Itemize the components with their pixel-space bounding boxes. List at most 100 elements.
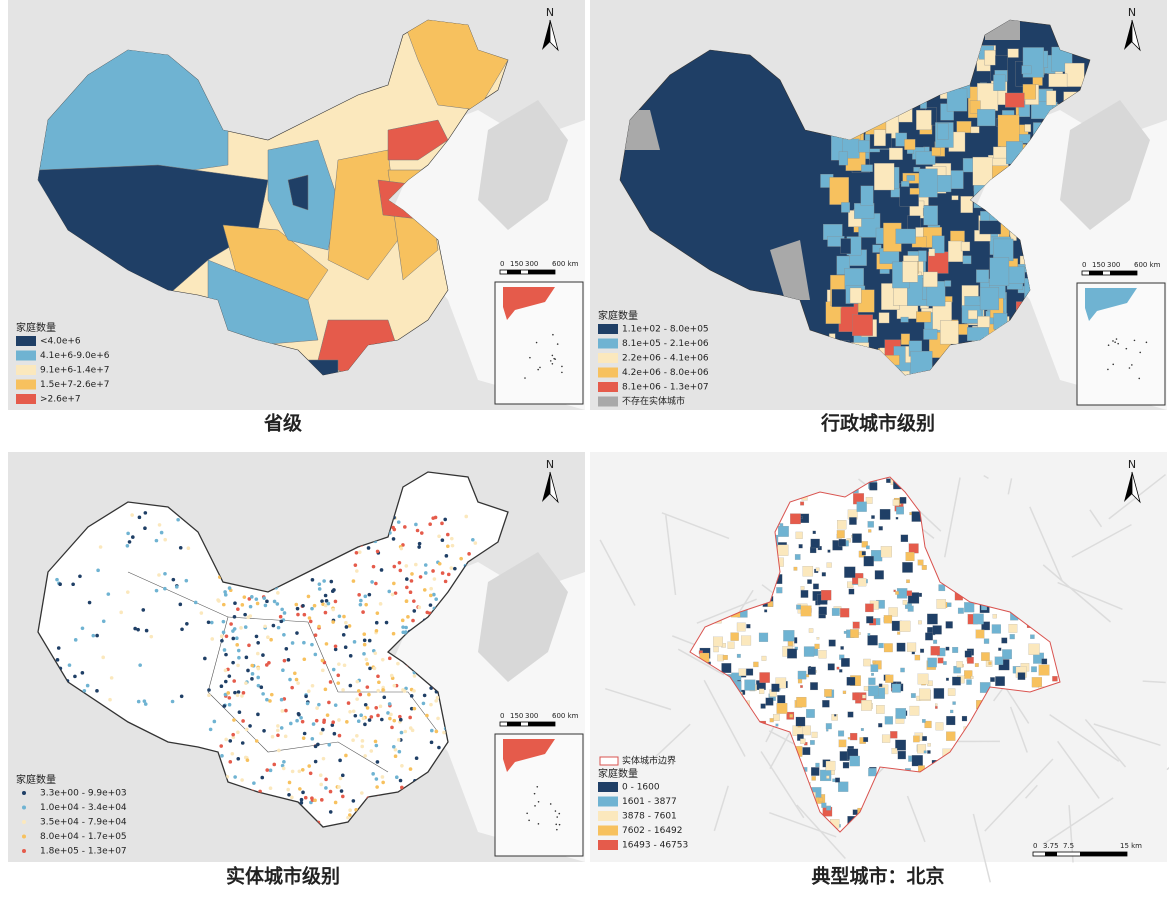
city-point: [324, 786, 328, 790]
city-region: [861, 164, 873, 172]
city-point: [95, 633, 99, 638]
block: [861, 699, 872, 711]
legend-label: 8.1e+05 - 2.1e+06: [622, 339, 709, 349]
city-point: [243, 612, 247, 617]
city-point: [280, 607, 284, 612]
block: [946, 715, 956, 726]
legend-label: 不存在实体城市: [622, 395, 685, 407]
city-point: [434, 729, 439, 734]
city-boundary: [689, 476, 1061, 833]
block: [865, 603, 874, 613]
city-point: [223, 590, 227, 594]
city-point: [437, 745, 441, 750]
city-region: [860, 185, 874, 206]
city-region: [840, 238, 851, 254]
block: [893, 589, 896, 593]
city-point: [224, 634, 229, 639]
city-point: [71, 582, 75, 587]
city-point: [185, 622, 189, 626]
inset-island: [528, 819, 530, 822]
scale-label: 150: [510, 260, 523, 268]
city-point: [280, 709, 285, 713]
city-point: [312, 603, 317, 608]
block: [821, 590, 832, 601]
city-point: [345, 720, 349, 724]
scale-label: 0: [1033, 842, 1037, 850]
legend-swatch: [598, 367, 618, 378]
block: [878, 526, 883, 531]
city-region: [1007, 48, 1019, 58]
city-point: [408, 715, 412, 720]
city-point: [230, 751, 235, 756]
city-point: [368, 666, 372, 671]
city-point: [352, 640, 357, 644]
city-point: [163, 586, 167, 591]
legend-label: 9.1e+6-1.4e+7: [40, 366, 109, 376]
block: [907, 605, 914, 612]
city-point: [392, 683, 397, 688]
block: [826, 562, 832, 568]
city-point: [310, 683, 315, 688]
city-point: [372, 666, 377, 671]
city-point: [406, 615, 410, 619]
city-region: [960, 196, 973, 213]
block: [811, 776, 816, 781]
city-point: [96, 568, 100, 573]
city-point: [418, 575, 423, 579]
city-point: [227, 674, 232, 678]
city-region: [1046, 90, 1057, 106]
city-point: [219, 744, 224, 748]
city-point: [250, 672, 255, 676]
city-region: [900, 333, 910, 345]
city-point: [344, 753, 348, 758]
city-point: [320, 658, 325, 663]
city-point: [355, 733, 359, 738]
city-point: [127, 540, 132, 544]
city-point: [220, 638, 224, 643]
city-point: [268, 699, 272, 703]
block: [818, 650, 827, 659]
city-point: [351, 799, 356, 803]
city-point: [387, 656, 392, 661]
block: [806, 709, 815, 718]
block: [844, 566, 856, 578]
city-point: [232, 718, 236, 722]
block: [838, 781, 849, 792]
city-point: [341, 688, 345, 692]
city-point: [391, 525, 395, 530]
road: [696, 598, 757, 624]
city-region: [1064, 62, 1085, 87]
road: [1042, 797, 1114, 845]
city-region: [849, 287, 862, 304]
block: [1017, 672, 1026, 680]
scale-label: 7.5: [1063, 842, 1074, 850]
city-point: [256, 666, 261, 671]
road: [760, 751, 805, 819]
city-point: [405, 577, 409, 581]
city-point: [223, 692, 228, 697]
city-point: [149, 634, 154, 639]
legend-label: 1.5e+7-2.6e+7: [40, 380, 109, 390]
block: [868, 685, 879, 697]
block: [849, 517, 857, 525]
city-point: [433, 515, 438, 520]
legend-swatch: [22, 820, 26, 824]
road: [1093, 723, 1161, 747]
block: [946, 731, 956, 741]
block: [884, 716, 893, 725]
inset-island: [1107, 368, 1109, 371]
inset-land: [1085, 288, 1137, 321]
block: [921, 565, 927, 570]
city-region: [969, 100, 981, 114]
city-point: [423, 563, 428, 567]
block: [878, 723, 883, 728]
legend-swatch: [16, 336, 36, 346]
city-point: [386, 711, 390, 715]
block: [846, 676, 856, 686]
city-point: [212, 719, 217, 724]
block: [746, 668, 754, 676]
block: [808, 666, 812, 669]
city-point: [241, 691, 246, 695]
block: [933, 639, 938, 644]
city-point: [359, 598, 363, 603]
